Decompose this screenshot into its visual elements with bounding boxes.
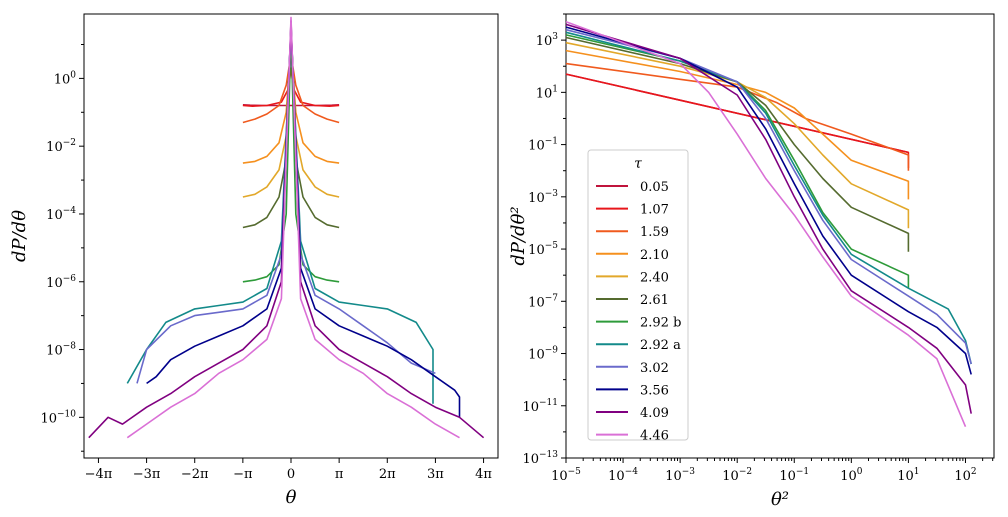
left-series-line-3.56 <box>146 23 461 418</box>
left-x-tick-label: 3π <box>427 467 444 482</box>
legend-label: 1.07 <box>640 203 669 218</box>
right-series-line-3.56 <box>565 26 972 375</box>
right-x-tick-label: 100 <box>840 467 863 484</box>
right-y-tick-label: 10−5 <box>528 241 558 258</box>
right-x-tick-label: 10−2 <box>722 467 752 484</box>
left-y-tick-label: 10−6 <box>46 274 76 291</box>
left-x-tick-label: π <box>335 467 344 482</box>
left-x-tick-label: 0 <box>287 467 295 482</box>
left-x-tick-label: 2π <box>379 467 396 482</box>
right-series-line-2.10 <box>565 49 910 200</box>
right-y-tick-label: 10−1 <box>528 137 558 154</box>
right-y-tick-label: 10−7 <box>528 293 558 310</box>
left-series-line-4.46 <box>126 16 460 439</box>
legend-title: τ <box>634 156 642 172</box>
right-x-tick-label: 102 <box>954 467 976 484</box>
left-x-axis-title: θ <box>286 487 297 508</box>
left-plot: −4π −3π −2π −π 0 π 2π 3π 4π 100 10−2 10−4 10−6 10−8 10… <box>40 16 492 482</box>
legend-label: 2.40 <box>640 270 669 285</box>
left-series-line-2.61 <box>242 33 340 229</box>
legend: τ 0.05 1.07 1.59 2.10 2.40 2.61 2.92 b 2.92 a 3.… <box>587 149 689 444</box>
left-x-tick-label: −2π <box>181 467 209 482</box>
right-y-tick-label: 10−9 <box>528 346 558 363</box>
legend-label: 4.09 <box>640 406 669 421</box>
right-plot: 10−5 10−4 10−3 10−2 10−1 100 101 10210310110−11… <box>522 13 994 484</box>
legend-label: 4.46 <box>640 429 669 444</box>
right-plot-frame <box>565 13 995 459</box>
left-y-tick-label: 10−8 <box>46 342 76 359</box>
right-x-axis-title: θ² <box>771 489 789 510</box>
left-x-tick-label: −4π <box>85 467 113 482</box>
right-y-tick-label: 10−13 <box>522 450 558 467</box>
legend-label: 3.56 <box>640 383 669 398</box>
legend-label: 2.10 <box>640 248 669 263</box>
right-series-line-1.59 <box>565 62 910 171</box>
left-x-tick-label: 4π <box>475 467 492 482</box>
left-x-tick-label: −π <box>233 467 253 482</box>
right-x-tick-label: 10−1 <box>779 467 809 484</box>
legend-label: 1.59 <box>640 225 669 240</box>
left-y-tick-label: 100 <box>54 70 77 87</box>
left-plot-frame <box>83 13 499 459</box>
legend-label: 0.05 <box>640 180 669 195</box>
right-x-tick-label: 101 <box>897 467 919 484</box>
right-y-tick-label: 103 <box>536 32 559 49</box>
right-x-tick-label: 10−5 <box>551 467 581 484</box>
right-y-tick-label: 10−3 <box>528 189 558 206</box>
legend-label: 2.92 b <box>640 316 681 331</box>
legend-label: 2.92 a <box>640 338 681 353</box>
left-y-axis-title: dP/dθ <box>9 210 30 262</box>
left-y-tick-label: 10−4 <box>46 206 76 223</box>
right-y-tick-label: 101 <box>536 84 558 101</box>
right-series-line-4.46 <box>565 21 967 428</box>
left-series-line-2.10 <box>242 43 340 164</box>
right-series-line-2.92-a <box>565 31 972 365</box>
left-series-line-1.07 <box>242 67 340 107</box>
right-series-line-4.09 <box>565 23 972 414</box>
left-series-line-2.92-a <box>126 26 434 404</box>
legend-label: 3.02 <box>640 361 669 376</box>
right-series-line-3.02 <box>565 28 972 365</box>
right-x-tick-label: 10−3 <box>665 467 695 484</box>
left-x-tick-label: −3π <box>133 467 161 482</box>
right-y-tick-label: 10−11 <box>522 398 558 415</box>
right-x-tick-label: 10−4 <box>608 467 638 484</box>
left-y-tick-label: 10−2 <box>46 138 76 155</box>
legend-label: 2.61 <box>640 293 669 308</box>
right-y-axis-title: dP/dθ² <box>508 206 529 265</box>
left-series-line-1.59 <box>242 53 340 124</box>
left-y-tick-label: 10−10 <box>40 409 76 426</box>
legend-box <box>587 149 689 441</box>
